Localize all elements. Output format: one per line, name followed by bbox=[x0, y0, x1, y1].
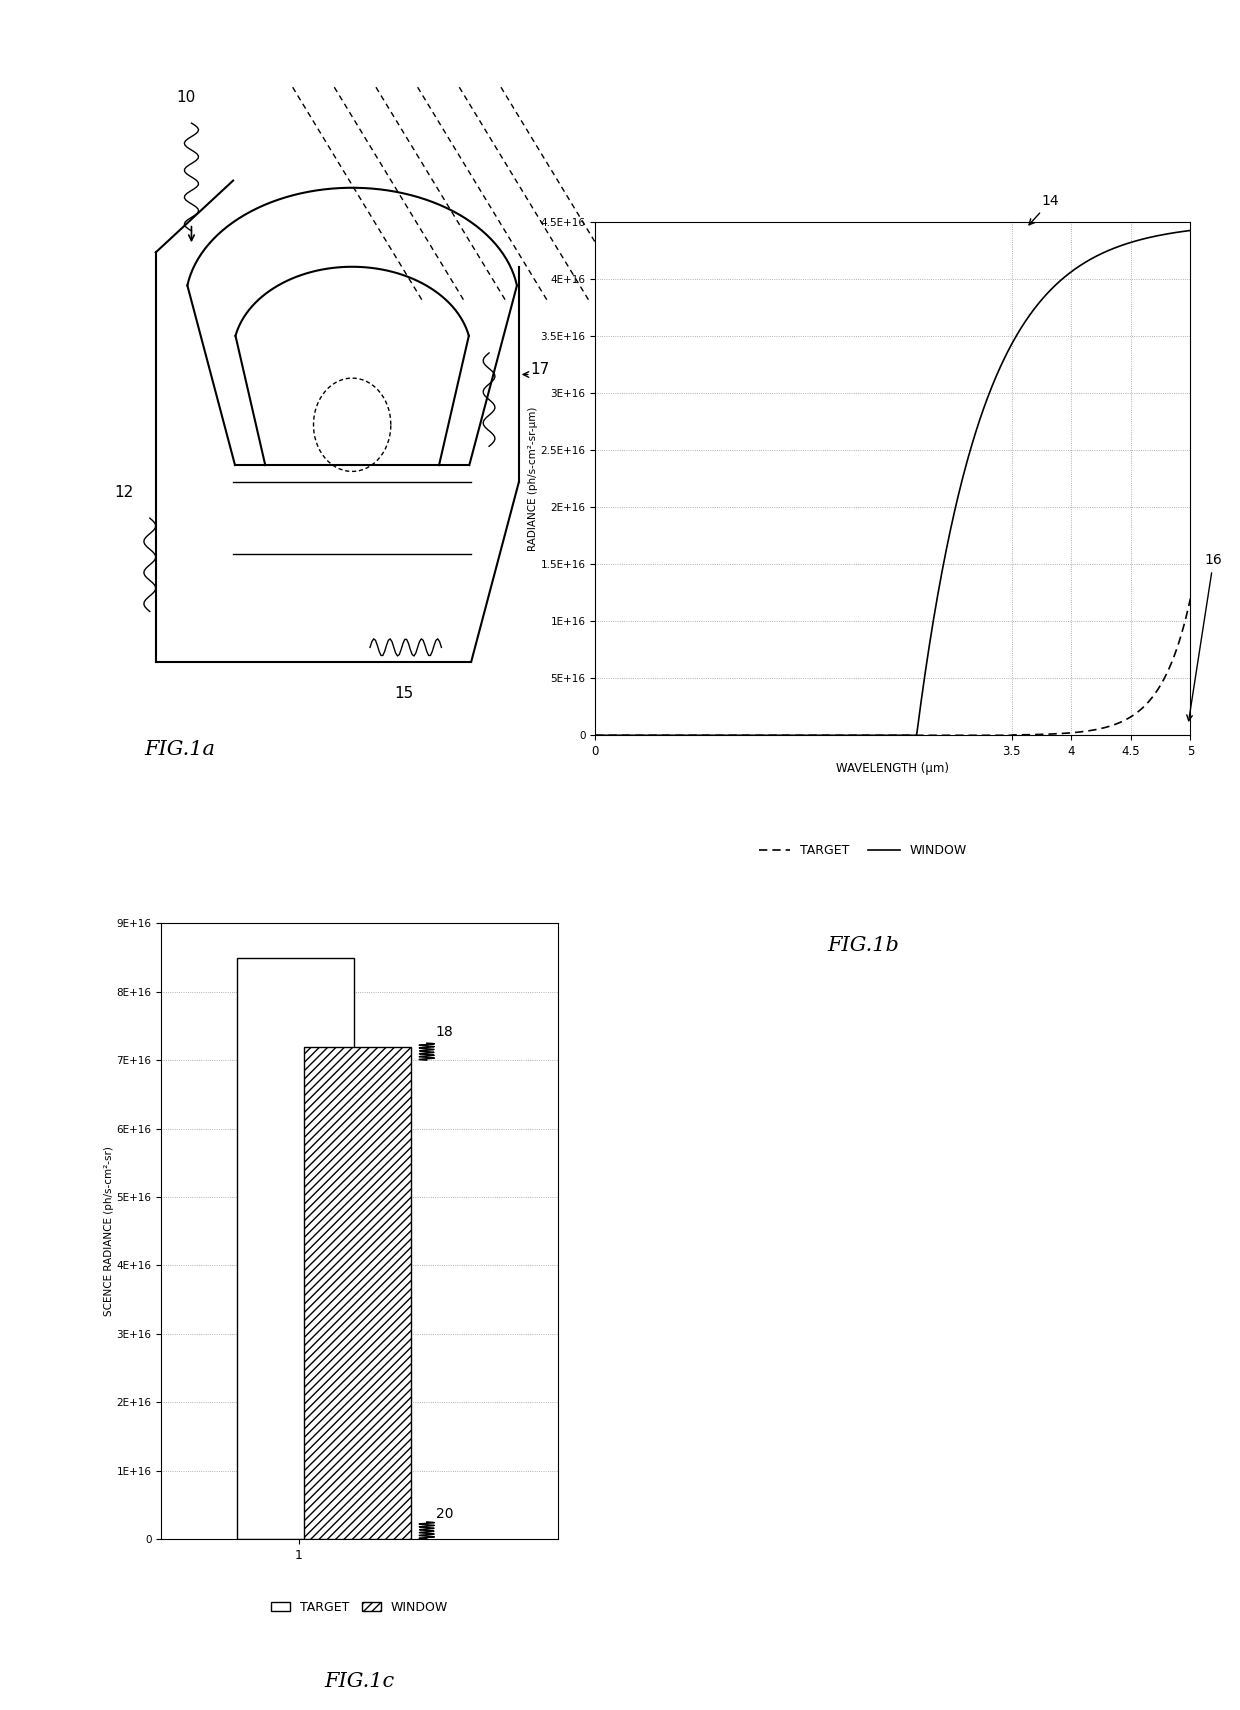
Text: FIG.1a: FIG.1a bbox=[144, 740, 215, 759]
Y-axis label: RADIANCE (ph/s-cm²-sr-μm): RADIANCE (ph/s-cm²-sr-μm) bbox=[528, 407, 538, 551]
Text: 17: 17 bbox=[531, 363, 551, 378]
Bar bbox=[304, 1047, 410, 1539]
Text: 16: 16 bbox=[1187, 554, 1223, 720]
Text: 12: 12 bbox=[114, 484, 134, 499]
Legend: TARGET, WINDOW: TARGET, WINDOW bbox=[754, 840, 972, 862]
Text: 15: 15 bbox=[394, 686, 413, 701]
Text: FIG.1c: FIG.1c bbox=[325, 1672, 394, 1691]
Text: 14: 14 bbox=[1029, 195, 1059, 224]
Text: 18: 18 bbox=[436, 1026, 454, 1040]
Y-axis label: SCENCE RADIANCE (ph/s-cm²-sr): SCENCE RADIANCE (ph/s-cm²-sr) bbox=[104, 1146, 114, 1317]
Text: FIG.1b: FIG.1b bbox=[827, 935, 899, 954]
Legend: TARGET, WINDOW: TARGET, WINDOW bbox=[267, 1595, 453, 1619]
X-axis label: WAVELENGTH (μm): WAVELENGTH (μm) bbox=[836, 763, 950, 775]
Bar bbox=[237, 958, 355, 1539]
Text: 20: 20 bbox=[436, 1508, 454, 1522]
Text: 10: 10 bbox=[176, 89, 196, 104]
